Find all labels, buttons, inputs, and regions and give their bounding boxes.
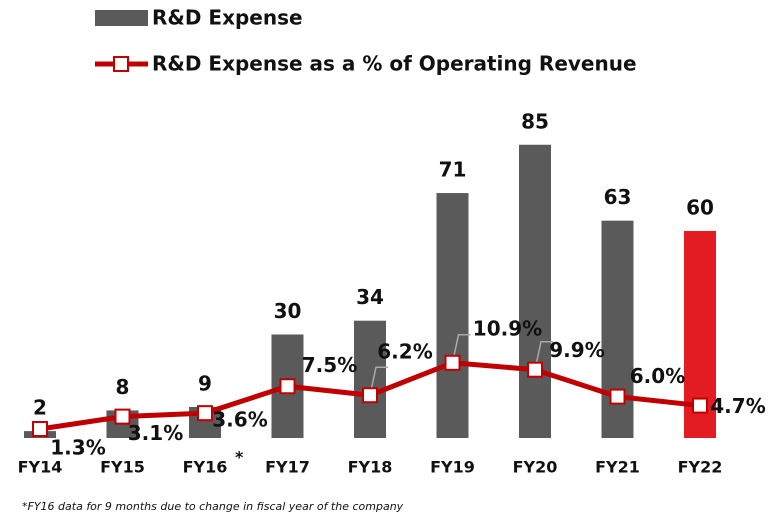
leader-line [451, 334, 471, 363]
bar-label: 8 [116, 375, 130, 399]
leader-line [369, 366, 388, 396]
x-tick-label: FY22 [678, 458, 723, 477]
bar-label: 85 [521, 109, 549, 133]
line-marker [527, 361, 543, 378]
x-tick-label: FY21 [595, 458, 640, 477]
line-marker [114, 408, 131, 425]
x-tick-label: FY17 [265, 458, 310, 477]
bar [519, 144, 551, 438]
bar-label: 63 [604, 185, 632, 209]
bar-label: 71 [439, 158, 467, 182]
line-label: 9.9% [549, 338, 604, 362]
legend-swatch-bar [95, 10, 148, 26]
footnote: *FY16 data for 9 months due to change in… [22, 500, 404, 513]
bar [354, 320, 386, 438]
x-tick-label: FY18 [348, 458, 393, 477]
line-label: 3.1% [128, 421, 183, 445]
line-label: 4.7% [710, 394, 765, 418]
x-tick-label: FY19 [430, 458, 475, 477]
line-label: 7.5% [302, 353, 357, 377]
line-marker [362, 387, 378, 404]
x-tick-label: FY14 [18, 458, 63, 477]
legend-label: R&D Expense [152, 6, 303, 30]
x-tick-label: FY15 [100, 458, 145, 477]
bar [436, 193, 469, 438]
legend-marker [113, 56, 129, 72]
legend-label: R&D Expense as a % of Operating Revenue [152, 52, 637, 76]
line-label: 6.2% [377, 340, 432, 364]
line-marker [279, 378, 296, 395]
line-marker [692, 397, 708, 414]
footnote-marker: * [235, 448, 244, 467]
line-label: 6.0% [630, 364, 685, 388]
line-label: 10.9% [473, 316, 542, 340]
bar-label: 30 [274, 299, 302, 323]
line-marker [609, 388, 626, 405]
bar-label: 34 [356, 285, 384, 309]
line-label: 1.3% [50, 436, 105, 460]
bar-label: 60 [686, 196, 714, 220]
leader-line [534, 340, 553, 370]
bar [601, 220, 634, 438]
line-marker [197, 405, 213, 422]
line-marker [444, 354, 461, 371]
line-label: 3.6% [212, 408, 267, 432]
x-tick-label: FY16 [183, 458, 228, 477]
x-tick-label: FY20 [513, 458, 558, 477]
bar-label: 2 [33, 396, 47, 420]
bar-label: 9 [198, 371, 212, 395]
line-marker [32, 421, 48, 438]
